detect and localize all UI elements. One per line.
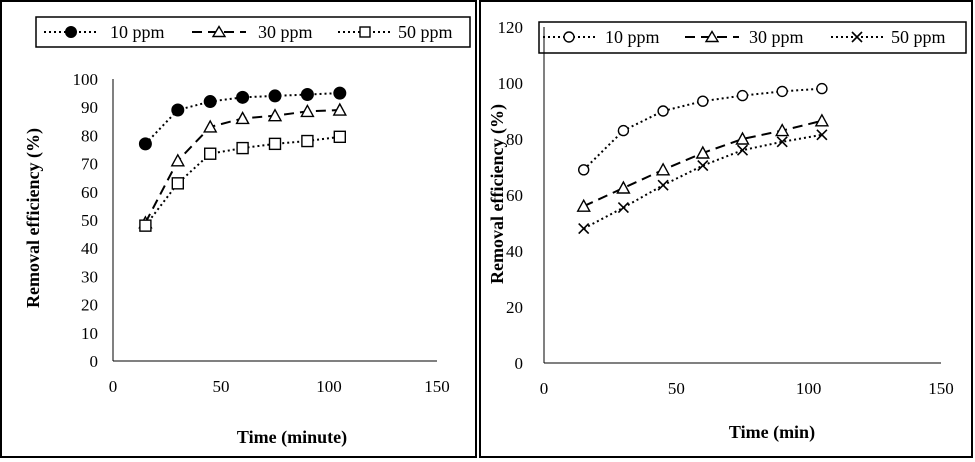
data-point <box>616 180 631 194</box>
legend-right: 10 ppm 30 ppm 50 ppm <box>538 21 967 54</box>
data-point <box>333 86 347 100</box>
legend-entry-2: 30 ppm <box>685 27 804 47</box>
chart-left-svg: 10 ppm 30 ppm 50 ppm Time (minute) Remov… <box>23 16 471 448</box>
data-point <box>776 85 788 98</box>
series-50-ppm <box>139 130 346 232</box>
data-point <box>300 88 314 102</box>
x-tick-label: 150 <box>424 377 450 396</box>
data-point <box>697 160 709 172</box>
data-point <box>267 108 283 122</box>
legend-entry-2: 30 ppm <box>192 22 313 42</box>
legend-label-30ppm: 30 ppm <box>258 22 313 42</box>
data-point <box>657 179 669 191</box>
y-tick-label: 30 <box>81 267 98 286</box>
y-tick-label: 50 <box>81 211 98 230</box>
y-tick-label: 100 <box>73 70 99 89</box>
y-tick-label: 80 <box>506 130 523 149</box>
data-point <box>617 202 629 214</box>
data-point <box>617 124 630 137</box>
data-point <box>203 119 218 133</box>
x-tick-label: 0 <box>109 377 118 396</box>
data-point <box>695 145 710 159</box>
plot-area: 0 20 40 60 80 100 120 0 50 100 150 <box>498 18 954 398</box>
data-point <box>300 103 315 118</box>
x-tick-label: 100 <box>796 379 822 398</box>
series-10-ppm <box>138 86 347 151</box>
series-50-ppm <box>578 129 828 235</box>
legend-box <box>538 21 967 54</box>
data-point <box>236 141 249 155</box>
x-tick-label: 100 <box>316 377 342 396</box>
y-axis-title: Removal efficiency (%) <box>487 104 508 284</box>
y-tick-label: 100 <box>498 74 524 93</box>
y-tick-label: 80 <box>81 126 98 145</box>
data-point <box>301 134 314 148</box>
data-point <box>657 105 669 117</box>
y-tick-label: 70 <box>81 155 98 174</box>
x-axis-title: Time (minute) <box>237 427 347 448</box>
chart-right-svg: Time (min) Removal efficiency (%) 10 ppm… <box>487 18 967 443</box>
data-point <box>268 137 282 151</box>
data-point <box>775 123 790 137</box>
legend-left: 10 ppm 30 ppm 50 ppm <box>35 16 471 48</box>
series-10-ppm <box>577 82 828 176</box>
y-tick-label: 0 <box>515 354 524 373</box>
y-tick-label: 20 <box>506 298 523 317</box>
data-point <box>138 137 152 151</box>
y-tick-label: 60 <box>81 183 98 202</box>
data-point <box>735 131 750 145</box>
y-tick-label: 0 <box>90 352 99 371</box>
y-tick-label: 40 <box>506 242 523 261</box>
legend-entry-1: 10 ppm <box>44 22 165 42</box>
x-tick-label: 0 <box>540 379 549 398</box>
data-point <box>171 177 185 190</box>
data-point <box>171 103 185 117</box>
plot-area: 0 10 20 30 40 50 60 70 80 90 100 0 50 100 150 <box>73 70 450 396</box>
data-point <box>578 223 590 235</box>
data-point <box>697 95 709 107</box>
data-point <box>576 198 591 212</box>
legend-entry-3: 50 ppm <box>831 27 946 47</box>
y-tick-label: 20 <box>81 296 98 315</box>
data-point <box>170 153 185 167</box>
data-point <box>333 130 346 144</box>
data-point <box>736 89 749 102</box>
x-tick-label: 50 <box>668 379 685 398</box>
y-tick-label: 90 <box>81 98 98 117</box>
data-point <box>816 82 828 95</box>
data-point <box>736 144 749 156</box>
chart-panel-left: 10 ppm 30 ppm 50 ppm Time (minute) Remov… <box>0 0 477 458</box>
chart-panel-right: Time (min) Removal efficiency (%) 10 ppm… <box>479 0 973 458</box>
y-tick-label: 60 <box>506 186 523 205</box>
data-point <box>139 219 152 232</box>
y-tick-label: 40 <box>81 239 98 258</box>
legend-box <box>35 16 471 48</box>
data-point <box>814 113 830 127</box>
legend-entry-1: 10 ppm <box>543 27 660 47</box>
data-point <box>203 95 217 109</box>
legend-label-50ppm: 50 ppm <box>891 27 946 47</box>
data-point <box>236 90 250 104</box>
legend-label-10ppm: 10 ppm <box>110 22 165 42</box>
data-point <box>332 102 347 116</box>
x-axis-title: Time (min) <box>729 422 815 443</box>
y-axis-title: Removal efficiency (%) <box>23 128 44 308</box>
data-point <box>235 111 250 125</box>
y-tick-label: 120 <box>498 18 524 37</box>
data-point <box>655 162 671 176</box>
x-tick-label: 150 <box>928 379 954 398</box>
legend-label-50ppm: 50 ppm <box>398 22 453 42</box>
series-30-ppm <box>138 102 347 229</box>
data-point <box>577 164 590 176</box>
legend-label-10ppm: 10 ppm <box>605 27 660 47</box>
data-point <box>776 136 788 148</box>
data-point <box>816 129 828 141</box>
y-tick-label: 10 <box>81 324 98 343</box>
legend-entry-3: 50 ppm <box>338 22 453 42</box>
data-point <box>203 147 217 160</box>
x-tick-label: 50 <box>213 377 230 396</box>
series-30-ppm <box>576 113 830 212</box>
data-point <box>268 89 282 103</box>
legend-label-30ppm: 30 ppm <box>749 27 804 47</box>
